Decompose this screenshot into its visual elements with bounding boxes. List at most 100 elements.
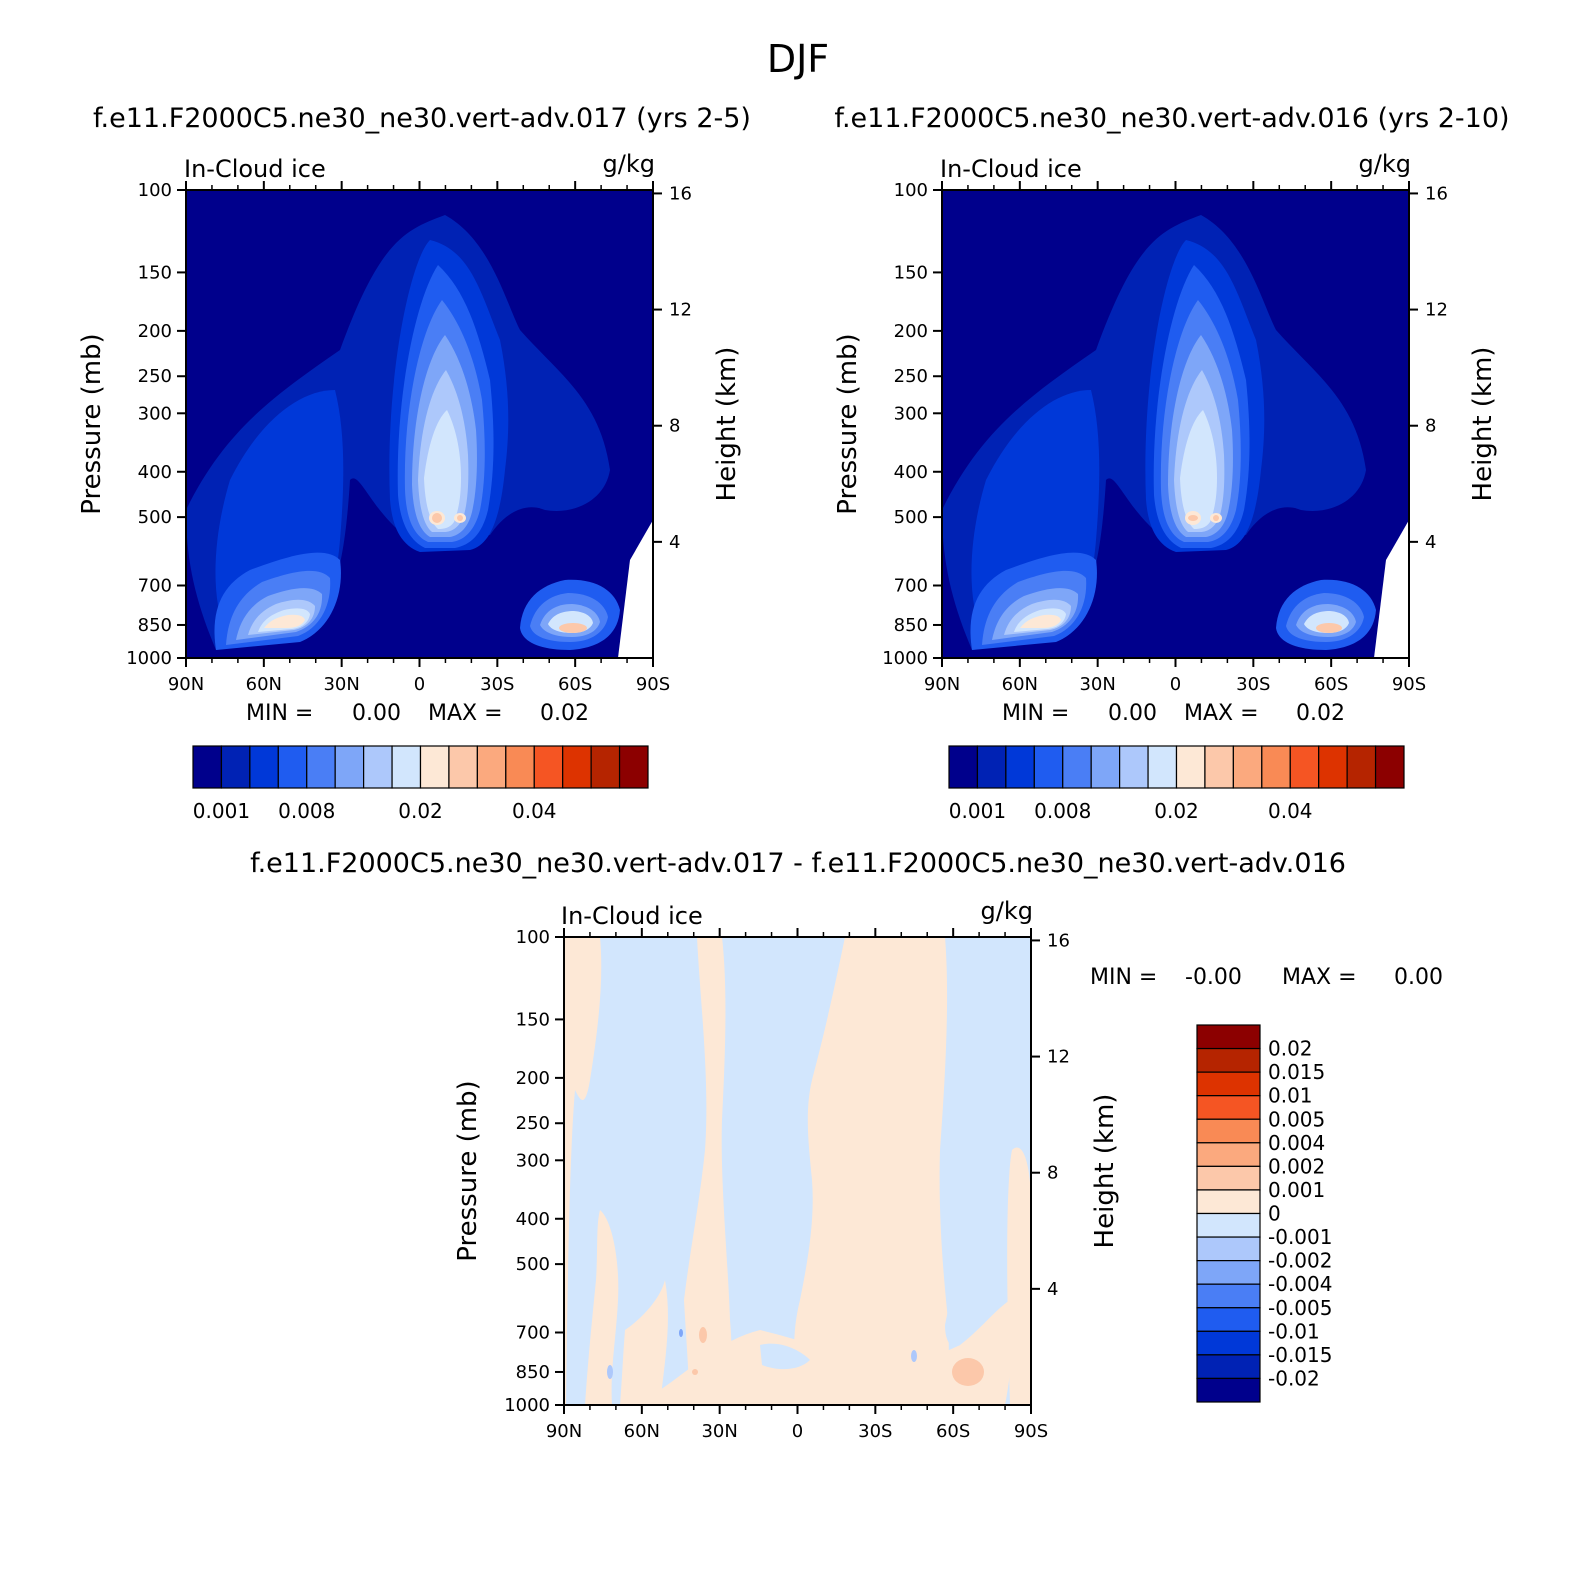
panel-b-max-label: MAX = [1184,701,1259,726]
panel-a-title: f.e11.F2000C5.ne30_ne30.vert-adv.017 (yr… [93,103,751,134]
colorbar-swatch [1196,1212,1261,1238]
panel-a-ticks: 90N 60N 30N 0 30S 60S 90S 100 150 200 250 300 400 500… [126,180,692,695]
panel-a-ylabel: Pressure (mb) [77,333,107,514]
figure-title: DJF [767,37,829,81]
y2-tick-label: 8 [1425,416,1436,437]
colorbar-swatch [1196,1047,1261,1073]
colorbar-swatch [1005,745,1035,789]
colorbar-swatch [1147,745,1178,789]
colorbar-swatch [277,745,308,789]
y-tick-label: 700 [516,1323,550,1344]
colorbar-swatch [1261,745,1291,789]
x-tick-label: 90S [636,674,670,695]
x-tick-label: 60S [936,1421,970,1442]
panel-a-field [186,190,653,658]
colorbar-swatch [1196,1354,1261,1380]
panel-b-min-value: 0.00 [1108,701,1157,726]
panel-a-min-label: MIN = [246,701,313,726]
colorbar-swatch [1090,745,1121,789]
colorbar-swatch [1196,1307,1261,1332]
panel-a-left-label: In-Cloud ice [184,155,326,183]
x-tick-label: 90N [924,674,960,695]
panel-c-min-value: -0.00 [1185,965,1242,990]
y2-tick-label: 12 [669,300,692,321]
y2-tick-label: 4 [669,532,680,553]
y-tick-label: 400 [894,462,928,483]
colorbar-swatch [391,745,422,789]
y-tick-label: 100 [516,927,550,948]
colorbar-swatch [306,745,336,789]
y-tick-label: 200 [138,321,172,342]
panel-b-ylabel: Pressure (mb) [833,333,863,514]
y2-tick-label: 4 [1425,532,1436,553]
y-tick-label: 250 [138,366,172,387]
y-tick-label: 1000 [126,648,172,669]
x-tick-label: 30S [858,1421,892,1442]
panel-b: f.e11.F2000C5.ne30_ne30.vert-adv.016 (yr… [833,103,1510,823]
colorbar-label: -0.015 [1268,1343,1332,1367]
colorbar-label: -0.002 [1268,1249,1332,1273]
colorbar-swatch [976,745,1007,789]
colorbar-swatch [505,745,535,789]
y-tick-label: 300 [138,403,172,424]
colorbar-label: -0.02 [1268,1366,1320,1390]
x-tick-label: 90N [168,674,204,695]
y-tick-label: 850 [138,615,172,636]
y-tick-label: 250 [516,1113,550,1134]
colorbar-swatch [1196,1260,1261,1285]
y-tick-label: 100 [138,180,172,201]
panel-b-field [942,190,1409,658]
y2-tick-label: 16 [1047,930,1070,951]
colorbar-swatch [1196,1142,1261,1167]
x-tick-label: 60N [246,674,282,695]
x-tick-label: 0 [792,1421,803,1442]
colorbar-swatch [590,745,621,789]
colorbar-swatch [1196,1377,1261,1403]
y-tick-label: 100 [894,180,928,201]
panel-a-colorbar: 0.001 0.008 0.02 0.04 [192,745,649,823]
colorbar-swatch [192,745,223,789]
colorbar-swatch [533,745,564,789]
y-tick-label: 500 [894,507,928,528]
colorbar-swatch [1196,1330,1261,1356]
panel-b-left-label: In-Cloud ice [940,155,1082,183]
colorbar-label: -0.004 [1268,1272,1332,1296]
colorbar-label: 0.008 [278,799,335,823]
colorbar-swatch [1289,745,1320,789]
y-tick-label: 200 [894,321,928,342]
y-tick-label: 500 [138,507,172,528]
panel-b-y2label: Height (km) [1468,347,1498,502]
colorbar-swatch [1204,745,1234,789]
x-tick-label: 30N [701,1421,737,1442]
colorbar-swatch [1318,745,1348,789]
colorbar-label: 0.004 [1268,1131,1325,1155]
colorbar-label: 0.001 [949,799,1006,823]
colorbar-swatch [1346,745,1377,789]
panel-c-colorbar: 0.020.0150.010.0050.0040.0020.0010-0.001… [1196,1024,1332,1403]
panel-a: f.e11.F2000C5.ne30_ne30.vert-adv.017 (yr… [77,103,751,823]
y-tick-label: 1000 [504,1395,550,1416]
colorbar-swatch [1374,745,1405,789]
y2-tick-label: 16 [1425,183,1448,204]
colorbar-swatch [1062,745,1092,789]
colorbar-swatch [618,745,649,789]
x-tick-label: 30N [323,674,359,695]
panel-b-colorbar: 0.001 0.008 0.02 0.04 [948,745,1405,823]
panel-a-min-value: 0.00 [352,701,401,726]
y2-tick-label: 4 [1047,1279,1058,1300]
colorbar-label: 0.04 [512,799,557,823]
x-tick-label: 30N [1079,674,1115,695]
y-tick-label: 700 [138,576,172,597]
y-tick-label: 1000 [882,648,928,669]
colorbar-label: -0.001 [1268,1225,1332,1249]
colorbar-swatch [1196,1095,1261,1120]
colorbar-label: -0.005 [1268,1296,1332,1320]
colorbar-swatch [1196,1283,1261,1309]
panel-c-field [564,937,1031,1405]
colorbar-label: 0.008 [1034,799,1091,823]
panel-c-units: g/kg [981,897,1033,925]
y-tick-label: 850 [894,615,928,636]
colorbar-label: 0.02 [398,799,443,823]
x-tick-label: 30S [1236,674,1270,695]
colorbar-swatch [1196,1024,1261,1050]
